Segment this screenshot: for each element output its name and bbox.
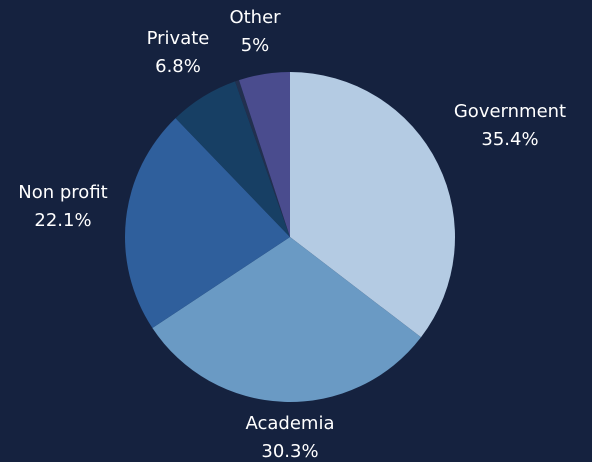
slice-label: Private [147,28,210,49]
pie-slice [290,72,455,338]
slice-label: Other [229,7,281,28]
slice-value-label: 22.1% [34,210,91,231]
pie-slice [239,72,290,237]
slice-value-label: 6.8% [155,56,201,77]
slice-label: Government [454,101,566,122]
pie-slice [125,118,290,329]
pie-slice [175,81,290,238]
pie-slice [152,237,422,402]
slice-label: Non profit [18,182,107,203]
pie-slice [235,80,290,237]
slice-value-label: 5% [241,35,270,56]
slice-label: Academia [246,413,335,434]
slice-value-label: 30.3% [261,441,318,462]
slice-value-label: 35.4% [481,129,538,150]
